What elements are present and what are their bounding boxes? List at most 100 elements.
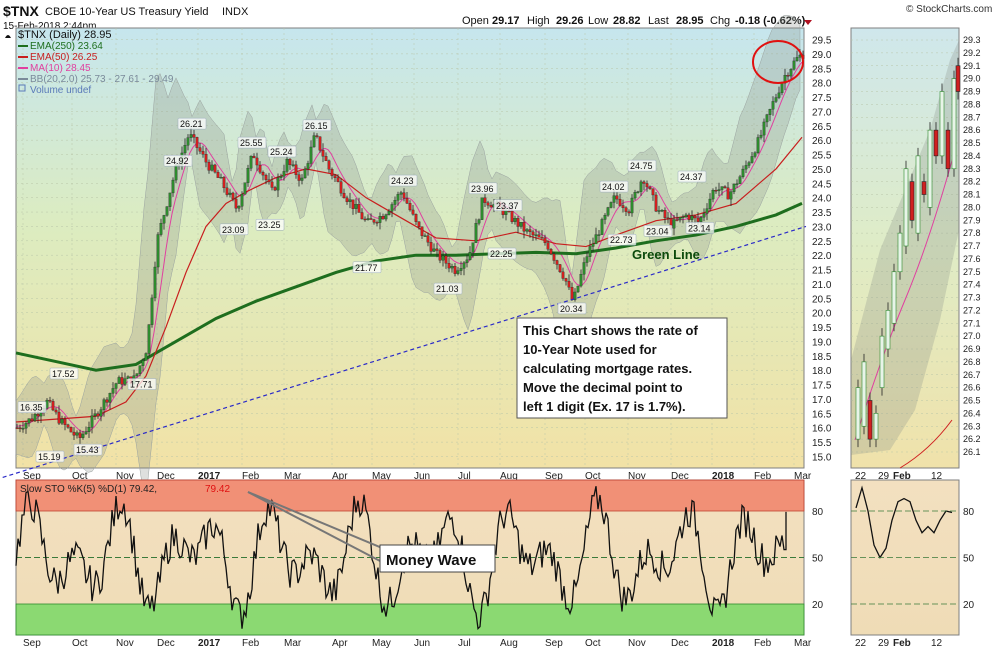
zoom-y-tick-label: 28.4 — [963, 151, 981, 161]
candle-body — [435, 248, 439, 251]
candle-body — [552, 253, 556, 261]
candle-body — [591, 243, 595, 247]
candle-body — [699, 217, 703, 222]
candle-body — [711, 190, 715, 200]
osc-x-tick-label: May — [372, 638, 391, 649]
candle-body — [66, 424, 70, 428]
candle-body — [768, 109, 772, 115]
candle-body — [651, 188, 655, 196]
price-label-box — [627, 159, 657, 172]
candle-body — [156, 234, 160, 268]
price-label-box — [607, 233, 637, 246]
symbol-name: CBOE 10-Year US Treasury Yield — [45, 6, 208, 18]
oscillator-y-axis: 80 80 50 50 20 20 — [812, 507, 975, 611]
candle-body — [414, 214, 418, 222]
candle-body — [573, 291, 577, 300]
chg-label: Chg — [710, 15, 730, 27]
ema50-line — [15, 136, 803, 423]
x-tick-label: Jun — [414, 471, 430, 482]
y-tick-label: 17.5 — [812, 381, 832, 392]
candle-body — [795, 57, 799, 62]
zoom-y-tick-label: 26.9 — [963, 344, 981, 354]
osc-y-tick-label: 80 — [812, 507, 824, 518]
price-label: 23.96 — [471, 184, 494, 194]
legend-item: BB(20,2.0) 25.73 - 27.61 - 29.49 — [30, 74, 174, 85]
candle-body — [63, 418, 67, 425]
legend-title: $TNX (Daily) 28.95 — [18, 29, 112, 41]
candle-body — [186, 137, 190, 146]
candle-body — [639, 181, 643, 192]
osc-x-tick-label: Aug — [500, 638, 518, 649]
zoom-y-tick-label: 26.6 — [963, 383, 981, 393]
zoom-y-tick-label: 28.1 — [963, 190, 981, 200]
candle-body — [420, 226, 424, 236]
high-value: 29.26 — [556, 15, 584, 27]
y-tick-label: 28.5 — [812, 64, 832, 75]
candle-body — [369, 218, 373, 220]
overbought-zone — [15, 479, 805, 512]
zoom-candle-body — [951, 78, 957, 170]
candle-body — [252, 155, 256, 159]
price-label: 24.23 — [391, 176, 414, 186]
y-tick-label: 20.0 — [812, 309, 832, 320]
candle-body — [630, 197, 634, 214]
y-tick-label: 20.5 — [812, 294, 832, 305]
candle-body — [255, 157, 259, 166]
header: $TNX CBOE 10-Year US Treasury Yield INDX… — [3, 3, 992, 32]
candle-body — [735, 183, 739, 185]
candle-body — [570, 286, 574, 300]
price-label-box — [267, 145, 297, 158]
candle-body — [189, 134, 193, 138]
candle-body — [450, 266, 454, 269]
candle-body — [786, 75, 790, 77]
candle-body — [273, 187, 277, 191]
candle-body — [741, 168, 745, 177]
price-label: 26.15 — [305, 121, 328, 131]
exchange: INDX — [222, 6, 249, 18]
candle-body — [51, 401, 55, 411]
candle-body — [372, 219, 376, 223]
candle-body — [237, 206, 241, 209]
candle-body — [705, 208, 709, 214]
zoom-candle-body — [885, 310, 891, 350]
candle-body — [549, 248, 553, 255]
candle-body — [396, 194, 400, 201]
symbol[interactable]: $TNX — [3, 3, 39, 19]
candle-body — [453, 266, 457, 274]
zoom-candle-body — [921, 181, 927, 195]
candle-body — [297, 174, 301, 181]
candle-body — [282, 171, 286, 177]
zoom-candle-body — [945, 129, 951, 170]
candle-body — [30, 418, 34, 421]
legend-item: MA(10) 28.45 — [30, 63, 91, 74]
x-tick-label: Jul — [458, 471, 471, 482]
highlight-circle — [752, 40, 804, 84]
zoom-y-tick-label: 28.0 — [963, 202, 981, 212]
zoom-x-tick-label: Feb — [893, 471, 911, 482]
candle-body — [15, 427, 19, 429]
osc-y-tick-label: 20 — [812, 600, 824, 611]
candle-body — [402, 192, 406, 199]
candle-body — [411, 209, 415, 215]
candle-body — [333, 175, 337, 178]
candle-body — [204, 154, 208, 163]
candle-body — [210, 164, 214, 171]
candle-body — [789, 69, 793, 77]
candle-body — [111, 388, 115, 394]
trendline — [0, 225, 807, 479]
candle-body — [108, 393, 112, 403]
zoom-osc-x-tick-label: 22 — [855, 638, 867, 649]
candle-body — [354, 204, 358, 209]
candle-body — [303, 168, 307, 179]
candle-body — [681, 216, 685, 219]
zoom-y-tick-label: 27.3 — [963, 293, 981, 303]
zoom-y-tick-label: 26.3 — [963, 421, 981, 431]
candle-body — [318, 136, 322, 151]
candle-body — [54, 409, 58, 413]
candle-body — [465, 259, 469, 264]
osc-x-tick-label: Nov — [116, 638, 134, 649]
price-label: 16.35 — [20, 403, 43, 413]
price-label-box — [352, 261, 382, 274]
candle-body — [231, 192, 235, 200]
